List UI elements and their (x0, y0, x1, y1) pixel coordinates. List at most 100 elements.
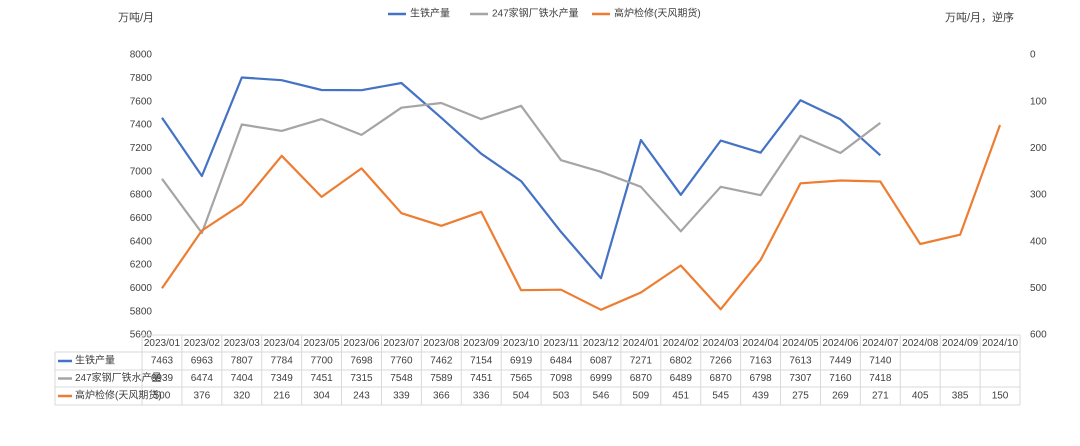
x-tick-label: 2024/03 (703, 338, 740, 349)
series-line (161, 76, 882, 280)
table-cell: 366 (433, 391, 450, 402)
x-tick-label: 2024/01 (623, 338, 660, 349)
y-tick-label: 7200 (130, 143, 153, 154)
legend-label: 247家钢厂铁水产量 (492, 7, 579, 20)
table-cell: 6489 (670, 373, 693, 384)
table-cell: 504 (513, 391, 530, 402)
table-cell: 546 (593, 391, 610, 402)
x-tick-label: 2024/05 (782, 338, 819, 349)
table-cell: 7349 (271, 373, 294, 384)
table-cell: 7589 (430, 373, 453, 384)
table-cell: 304 (313, 391, 330, 402)
x-tick-label: 2023/01 (144, 338, 181, 349)
y-tick-label: 8000 (130, 50, 153, 61)
x-tick-label: 2024/09 (942, 338, 979, 349)
legend-label: 生铁产量 (410, 7, 450, 20)
table-cell: 7098 (550, 373, 573, 384)
x-tick-label: 2024/10 (982, 338, 1019, 349)
y2-tick-label: 100 (1030, 96, 1047, 107)
x-tick-label: 2023/10 (503, 338, 540, 349)
table-cell: 320 (233, 391, 250, 402)
table-cell: 271 (872, 391, 889, 402)
y-tick-label: 6200 (130, 260, 153, 271)
table-cell: 545 (712, 391, 729, 402)
table-cell: 7140 (869, 356, 892, 367)
y-axis-label: 万吨/月 (118, 11, 154, 24)
x-tick-label: 2024/06 (822, 338, 859, 349)
table-cell: 339 (393, 391, 410, 402)
table-cell: 7700 (310, 356, 333, 367)
table-cell: 7462 (430, 356, 453, 367)
table-cell: 405 (912, 391, 929, 402)
table-cell: 6087 (590, 356, 613, 367)
table-cell: 6939 (151, 373, 174, 384)
table-cell: 7163 (749, 356, 772, 367)
table-cell: 6484 (550, 356, 573, 367)
table-cell: 7565 (510, 373, 533, 384)
table-row-label: 高炉检修(天风期货) (75, 389, 162, 402)
table-cell: 6474 (191, 373, 214, 384)
x-tick-label: 2023/06 (343, 338, 380, 349)
table-cell: 269 (832, 391, 849, 402)
table-cell: 150 (992, 391, 1009, 402)
x-tick-label: 2023/08 (423, 338, 460, 349)
x-tick-label: 2024/08 (902, 338, 939, 349)
table-cell: 243 (353, 391, 370, 402)
table-cell: 7266 (710, 356, 733, 367)
table-row-label: 247家钢厂铁水产量 (75, 371, 162, 384)
table-cell: 6870 (710, 373, 733, 384)
table-cell: 7404 (231, 373, 254, 384)
x-tick-label: 2024/02 (663, 338, 700, 349)
x-tick-label: 2024/04 (743, 338, 780, 349)
y-tick-label: 6600 (130, 213, 153, 224)
table-cell: 7784 (271, 356, 294, 367)
x-tick-label: 2023/03 (224, 338, 261, 349)
y2-axis-label: 万吨/月，逆序 (945, 10, 1014, 24)
table-cell: 503 (553, 391, 570, 402)
y-tick-label: 7000 (130, 166, 153, 177)
y2-tick-label: 0 (1030, 50, 1036, 61)
y2-tick-label: 300 (1030, 190, 1047, 201)
x-tick-label: 2023/12 (583, 338, 620, 349)
y-tick-label: 7600 (130, 96, 153, 107)
table-cell: 7451 (470, 373, 493, 384)
table-cell: 500 (154, 391, 171, 402)
table-cell: 7548 (390, 373, 413, 384)
table-cell: 7449 (829, 356, 852, 367)
table-cell: 7154 (470, 356, 493, 367)
table-cell: 6963 (191, 356, 214, 367)
series-line (161, 101, 881, 235)
table-cell: 6798 (749, 373, 772, 384)
table-cell: 7463 (151, 356, 174, 367)
x-tick-label: 2023/02 (184, 338, 221, 349)
y-tick-label: 6800 (130, 190, 153, 201)
x-tick-label: 2023/09 (463, 338, 500, 349)
legend-label: 高炉检修(天风期货) (614, 7, 701, 20)
y-tick-label: 7800 (130, 73, 153, 84)
table-cell: 7307 (789, 373, 812, 384)
table-cell: 6919 (510, 356, 533, 367)
table-cell: 7613 (789, 356, 812, 367)
y2-tick-label: 600 (1030, 330, 1047, 341)
table-cell: 7451 (310, 373, 333, 384)
table-cell: 385 (952, 391, 969, 402)
table-cell: 7807 (231, 356, 254, 367)
table-cell: 7271 (630, 356, 653, 367)
x-tick-label: 2023/11 (543, 338, 579, 349)
table-cell: 216 (273, 391, 290, 402)
y-tick-label: 7400 (130, 120, 153, 131)
table-cell: 6802 (670, 356, 693, 367)
table-cell: 7698 (350, 356, 373, 367)
table-cell: 336 (473, 391, 490, 402)
y2-tick-label: 500 (1030, 283, 1047, 294)
table-cell: 7315 (350, 373, 373, 384)
y-tick-label: 6400 (130, 236, 153, 247)
table-cell: 7160 (829, 373, 852, 384)
y2-tick-label: 200 (1030, 143, 1047, 154)
x-tick-label: 2023/05 (304, 338, 341, 349)
x-tick-label: 2023/07 (383, 338, 420, 349)
y-tick-label: 5800 (130, 306, 153, 317)
table-cell: 376 (194, 391, 211, 402)
y-tick-label: 6000 (130, 283, 153, 294)
